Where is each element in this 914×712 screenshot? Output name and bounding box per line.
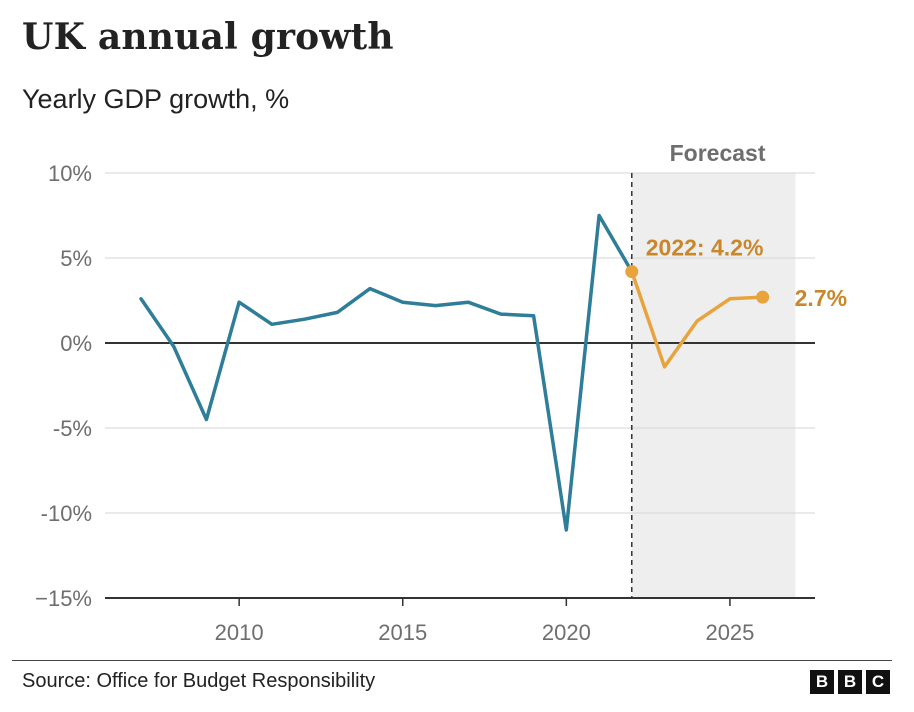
logo-letter: C <box>866 670 890 694</box>
annotation-2022: 2022: 4.2% <box>646 235 764 261</box>
historical-growth-line <box>139 213 634 532</box>
logo-letter: B <box>838 670 862 694</box>
forecast-region <box>631 173 796 598</box>
x-tick-label: 2025 <box>705 620 754 645</box>
gdp-growth-chart: 10% 5% 0% -5% -10% −15% 2010 2015 2020 2025 Foreca… <box>35 140 847 645</box>
y-tick-label: −15% <box>35 586 92 611</box>
forecast-growth-line <box>630 269 765 369</box>
y-tick-label: 10% <box>48 161 92 186</box>
annotation-end: 2.7% <box>795 285 847 311</box>
footer-divider <box>12 660 892 661</box>
x-tick-label: 2020 <box>542 620 591 645</box>
source-note: Source: Office for Budget Responsibility <box>22 670 376 692</box>
forecast-start-point <box>625 265 639 279</box>
forecast-label: Forecast <box>670 140 766 166</box>
logo-letter: B <box>810 670 834 694</box>
chart-subtitle: Yearly GDP growth, % <box>22 84 290 114</box>
forecast-end-point <box>756 290 770 304</box>
x-tick-label: 2015 <box>378 620 427 645</box>
y-tick-label: 5% <box>60 246 92 271</box>
y-tick-label: -10% <box>41 501 92 526</box>
y-tick-label: 0% <box>60 331 92 356</box>
chart-title: UK annual growth <box>22 16 394 58</box>
bbc-logo: B B C <box>810 670 890 694</box>
x-tick-label: 2010 <box>215 620 264 645</box>
y-tick-label: -5% <box>53 416 92 441</box>
